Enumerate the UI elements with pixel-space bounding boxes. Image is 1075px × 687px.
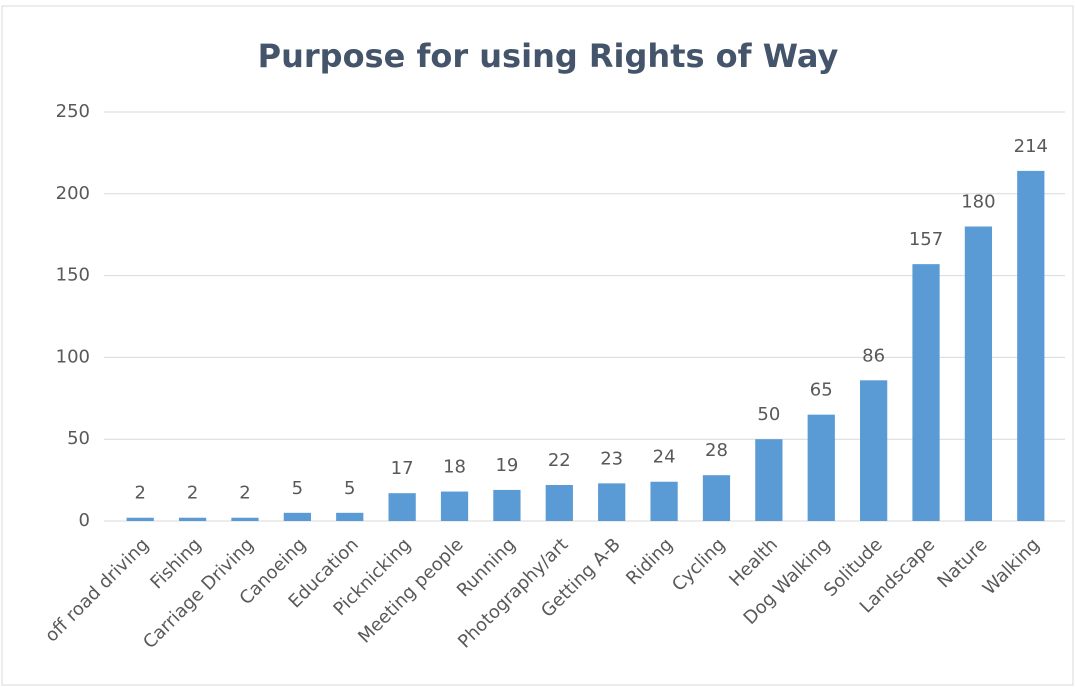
- bar: [702, 475, 731, 521]
- bar: [650, 481, 678, 521]
- bar: [545, 485, 573, 521]
- y-tick-label: 50: [67, 428, 90, 449]
- bar: [755, 439, 783, 521]
- bar: [440, 491, 469, 521]
- data-label: 5: [292, 478, 303, 499]
- data-label: 28: [705, 440, 728, 461]
- bar: [860, 380, 888, 521]
- bar: [1017, 170, 1045, 521]
- y-tick-label: 200: [56, 183, 90, 204]
- data-label: 17: [391, 458, 414, 479]
- y-tick-label: 100: [56, 346, 90, 367]
- data-label: 23: [600, 448, 623, 469]
- y-tick-label: 0: [79, 510, 90, 531]
- bar: [964, 226, 993, 521]
- data-label: 19: [495, 455, 518, 476]
- data-label: 2: [134, 483, 145, 504]
- bar: [178, 517, 207, 521]
- data-label: 50: [757, 404, 780, 425]
- data-label: 2: [239, 483, 250, 504]
- data-label: 5: [344, 478, 355, 499]
- bar: [126, 517, 154, 521]
- data-label: 65: [810, 380, 833, 401]
- y-tick-label: 150: [56, 265, 90, 286]
- bar: [598, 483, 626, 521]
- bar: [493, 489, 521, 521]
- data-label: 2: [187, 483, 198, 504]
- bar: [336, 512, 364, 521]
- data-label: 157: [909, 229, 943, 250]
- data-label: 22: [548, 450, 571, 471]
- bar: [283, 512, 311, 521]
- y-tick-label: 250: [56, 101, 90, 122]
- chart-title: Purpose for using Rights of Way: [258, 37, 839, 75]
- data-label: 24: [653, 447, 676, 468]
- bar: [912, 264, 940, 521]
- data-label: 18: [443, 457, 466, 478]
- bar: [807, 414, 835, 521]
- data-label: 214: [1014, 136, 1048, 157]
- chart-frame: [1, 5, 1074, 686]
- bar: [388, 493, 416, 521]
- bar: [231, 517, 259, 521]
- data-label: 86: [862, 345, 885, 366]
- data-label: 180: [961, 192, 995, 213]
